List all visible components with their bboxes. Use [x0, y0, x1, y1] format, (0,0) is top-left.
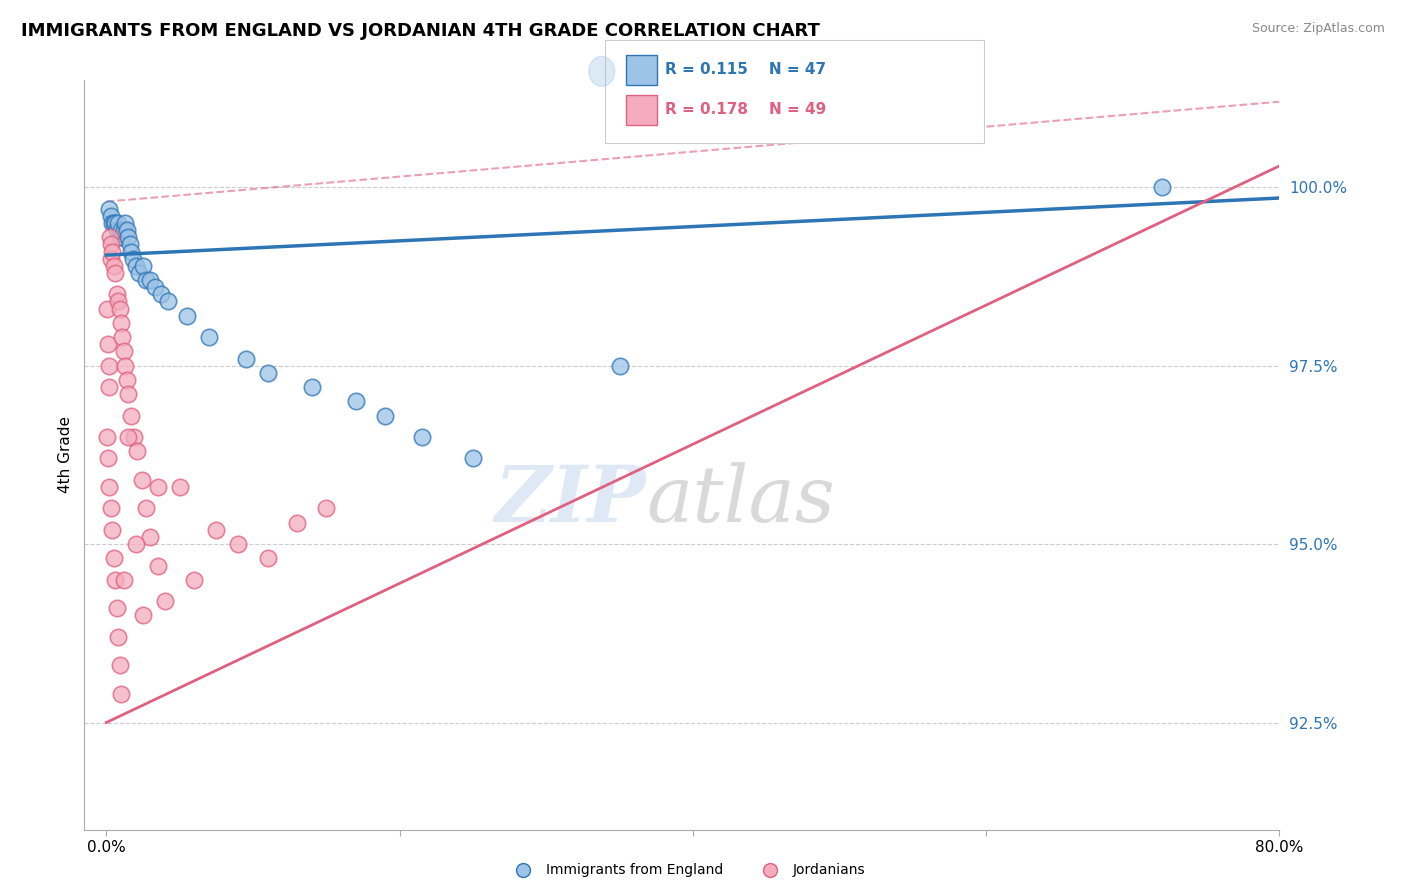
Point	[301, 380, 323, 394]
Point	[344, 394, 367, 409]
Point	[117, 430, 139, 444]
Text: Jordanians: Jordanians	[793, 863, 866, 877]
Point	[1152, 180, 1174, 194]
Point	[512, 863, 534, 877]
Point	[156, 294, 179, 309]
Point	[105, 601, 128, 615]
Point	[149, 287, 172, 301]
Point	[100, 209, 122, 223]
Point	[103, 216, 125, 230]
Point	[153, 594, 176, 608]
Point	[256, 366, 278, 380]
Point	[103, 259, 125, 273]
Point	[235, 351, 257, 366]
Point	[115, 223, 138, 237]
Point	[98, 380, 121, 394]
Point	[374, 409, 396, 423]
Point	[285, 516, 308, 530]
Point	[139, 273, 162, 287]
Point	[128, 266, 150, 280]
Point	[107, 630, 129, 644]
Point	[100, 501, 122, 516]
Point	[97, 337, 120, 351]
Point	[315, 501, 337, 516]
Circle shape	[589, 56, 614, 87]
Point	[143, 280, 166, 294]
Point	[127, 444, 149, 458]
Point	[111, 330, 134, 344]
Point	[104, 573, 127, 587]
Point	[609, 359, 631, 373]
Point	[98, 230, 121, 244]
Point	[114, 359, 136, 373]
Point	[101, 244, 124, 259]
Point	[108, 301, 131, 316]
Point	[104, 266, 127, 280]
Point	[135, 501, 157, 516]
Point	[108, 230, 131, 244]
Point	[135, 273, 157, 287]
Point	[131, 473, 153, 487]
Point	[139, 530, 162, 544]
Point	[759, 863, 782, 877]
Text: ZIP: ZIP	[495, 462, 647, 538]
Point	[125, 537, 148, 551]
Point	[104, 216, 127, 230]
Point	[117, 230, 139, 244]
Point	[100, 237, 122, 252]
Point	[132, 608, 155, 623]
Point	[114, 216, 136, 230]
Point	[107, 294, 129, 309]
Point	[176, 309, 198, 323]
Point	[112, 223, 135, 237]
Point	[411, 430, 433, 444]
Text: R = 0.178    N = 49: R = 0.178 N = 49	[665, 103, 827, 117]
Point	[110, 687, 132, 701]
Point	[107, 216, 129, 230]
Point	[101, 216, 124, 230]
Point	[110, 316, 132, 330]
Point	[98, 480, 121, 494]
Text: R = 0.115    N = 47: R = 0.115 N = 47	[665, 62, 827, 77]
Text: IMMIGRANTS FROM ENGLAND VS JORDANIAN 4TH GRADE CORRELATION CHART: IMMIGRANTS FROM ENGLAND VS JORDANIAN 4TH…	[21, 22, 820, 40]
Point	[111, 230, 134, 244]
Point	[120, 244, 142, 259]
Point	[97, 359, 120, 373]
Point	[101, 523, 124, 537]
Point	[125, 259, 148, 273]
Point	[112, 573, 135, 587]
Text: atlas: atlas	[647, 462, 835, 538]
Point	[110, 223, 132, 237]
Point	[120, 409, 142, 423]
Point	[105, 223, 128, 237]
Point	[228, 537, 250, 551]
Point	[122, 430, 145, 444]
Point	[97, 451, 120, 466]
Point	[461, 451, 484, 466]
Point	[117, 387, 139, 401]
Text: Immigrants from England: Immigrants from England	[546, 863, 723, 877]
Point	[198, 330, 221, 344]
Point	[146, 480, 169, 494]
Point	[121, 252, 143, 266]
Point	[183, 573, 205, 587]
Text: Source: ZipAtlas.com: Source: ZipAtlas.com	[1251, 22, 1385, 36]
Point	[146, 558, 169, 573]
Point	[98, 202, 121, 216]
Point	[96, 430, 118, 444]
Y-axis label: 4th Grade: 4th Grade	[58, 417, 73, 493]
Point	[100, 252, 122, 266]
Point	[132, 259, 155, 273]
Point	[108, 658, 131, 673]
Point	[112, 344, 135, 359]
Point	[118, 237, 141, 252]
Point	[96, 301, 118, 316]
Point	[103, 551, 125, 566]
Point	[105, 287, 128, 301]
Point	[205, 523, 228, 537]
Point	[169, 480, 191, 494]
Point	[256, 551, 278, 566]
Point	[115, 373, 138, 387]
